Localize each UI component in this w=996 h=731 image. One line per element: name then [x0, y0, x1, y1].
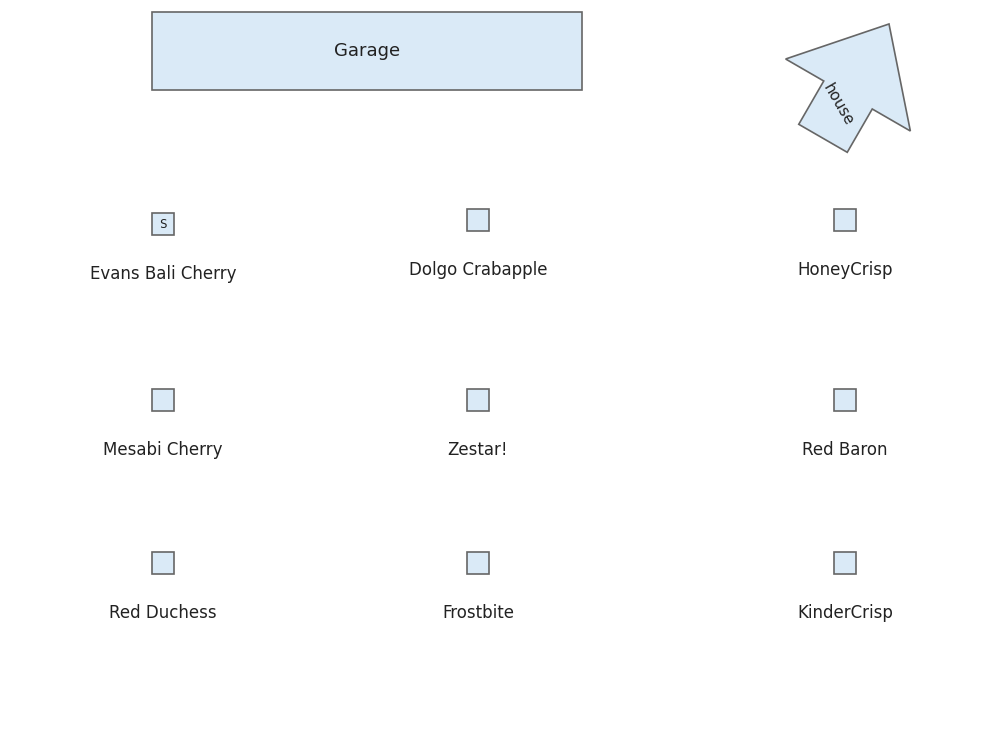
Text: KinderCrisp: KinderCrisp: [797, 604, 893, 622]
FancyBboxPatch shape: [467, 209, 489, 231]
Text: Frostbite: Frostbite: [442, 604, 514, 622]
FancyBboxPatch shape: [834, 209, 856, 231]
Text: Red Duchess: Red Duchess: [110, 604, 217, 622]
Polygon shape: [786, 24, 910, 152]
FancyBboxPatch shape: [834, 552, 856, 574]
FancyBboxPatch shape: [467, 389, 489, 411]
Text: Red Baron: Red Baron: [802, 441, 887, 459]
Text: HoneyCrisp: HoneyCrisp: [797, 261, 892, 279]
Text: Mesabi Cherry: Mesabi Cherry: [104, 441, 223, 459]
FancyBboxPatch shape: [834, 389, 856, 411]
Text: Zestar!: Zestar!: [448, 441, 508, 459]
Text: Evans Bali Cherry: Evans Bali Cherry: [90, 265, 236, 283]
FancyBboxPatch shape: [152, 552, 174, 574]
Text: Garage: Garage: [334, 42, 400, 60]
Text: S: S: [159, 218, 166, 230]
FancyBboxPatch shape: [152, 389, 174, 411]
FancyBboxPatch shape: [152, 213, 174, 235]
FancyBboxPatch shape: [152, 12, 582, 90]
Text: house: house: [820, 81, 856, 129]
FancyBboxPatch shape: [467, 552, 489, 574]
Text: Dolgo Crabapple: Dolgo Crabapple: [408, 261, 547, 279]
